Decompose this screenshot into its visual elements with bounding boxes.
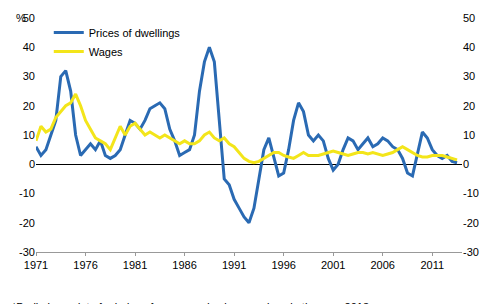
- svg-text:Wages: Wages: [89, 46, 123, 58]
- svg-text:30: 30: [463, 70, 475, 82]
- svg-text:-20: -20: [19, 217, 35, 229]
- svg-text:2006: 2006: [370, 259, 394, 271]
- svg-text:40: 40: [23, 41, 35, 53]
- svg-text:-30: -30: [463, 246, 479, 258]
- svg-text:%: %: [16, 12, 26, 24]
- svg-text:Prices of dwellings: Prices of dwellings: [89, 27, 181, 39]
- svg-text:-30: -30: [19, 246, 35, 258]
- svg-text:-10: -10: [463, 187, 479, 199]
- svg-text:20: 20: [463, 100, 475, 112]
- svg-text:10: 10: [23, 129, 35, 141]
- svg-text:2011: 2011: [420, 259, 444, 271]
- svg-text:2001: 2001: [321, 259, 345, 271]
- svg-text:50: 50: [23, 12, 35, 24]
- svg-text:10: 10: [463, 129, 475, 141]
- svg-text:-20: -20: [463, 217, 479, 229]
- svg-text:0: 0: [29, 158, 35, 170]
- svg-text:0: 0: [463, 158, 469, 170]
- svg-text:50: 50: [463, 12, 475, 24]
- svg-text:30: 30: [23, 70, 35, 82]
- svg-text:1986: 1986: [172, 259, 196, 271]
- svg-text:40: 40: [463, 41, 475, 53]
- svg-text:-10: -10: [19, 187, 35, 199]
- svg-text:*Preliminary data for index of: *Preliminary data for index of wages and…: [12, 301, 369, 304]
- svg-text:1976: 1976: [73, 259, 97, 271]
- svg-text:1971: 1971: [24, 259, 48, 271]
- svg-text:20: 20: [23, 100, 35, 112]
- svg-text:1991: 1991: [222, 259, 246, 271]
- svg-text:1996: 1996: [271, 259, 295, 271]
- svg-text:1981: 1981: [123, 259, 147, 271]
